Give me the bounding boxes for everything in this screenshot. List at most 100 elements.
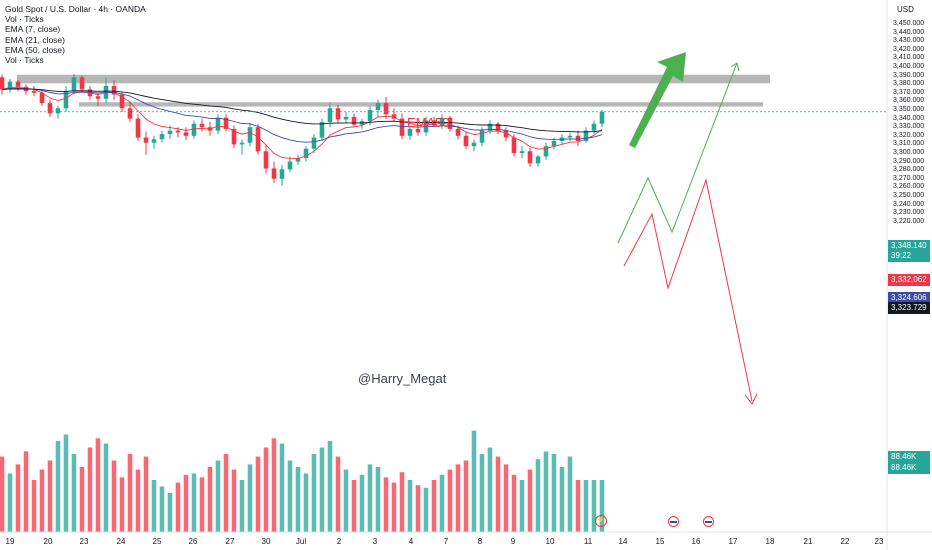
- candle-body: [239, 142, 245, 145]
- volume-bar: [215, 460, 221, 532]
- indicator-ema7[interactable]: EMA (7, close): [5, 24, 61, 35]
- author-watermark: @Harry_Megat: [358, 371, 447, 386]
- ema21-badge: 3,324.606: [888, 292, 930, 304]
- volume-bar: [263, 447, 269, 532]
- candle-body: [487, 123, 493, 131]
- candle-body: [71, 77, 77, 92]
- price-tick: 3,270.000: [893, 174, 925, 182]
- candle-body: [183, 132, 189, 136]
- indicator-vol[interactable]: Vol · Ticks: [5, 14, 44, 25]
- volume-bar: [39, 469, 45, 532]
- candle-body: [399, 118, 405, 136]
- indicator-vol-2[interactable]: Vol · Ticks: [5, 55, 44, 66]
- volume-bar: [567, 456, 573, 532]
- volume-bar: [55, 441, 61, 532]
- volume-bar: [375, 467, 381, 532]
- volume-bar: [591, 480, 597, 532]
- chart-legend: Gold Spot / U.S. Dollar · 4h · OANDA Vol…: [5, 4, 146, 65]
- price-tick: 3,420.000: [893, 45, 925, 53]
- indicator-ema50[interactable]: EMA (50, close): [5, 44, 65, 55]
- candle-body: [439, 117, 445, 126]
- time-tick: 21: [803, 537, 813, 546]
- time-tick: 4: [408, 537, 414, 546]
- price-tick: 3,390.000: [893, 71, 925, 79]
- time-tick: 3: [372, 537, 378, 546]
- bullish-arrowhead: [730, 62, 740, 72]
- candle-body: [287, 161, 293, 170]
- price-tick: 3,240.000: [893, 200, 925, 208]
- volume-bar: [319, 447, 325, 532]
- candle-body: [199, 123, 205, 128]
- candle-body: [551, 140, 557, 147]
- time-tick: Jul: [295, 537, 307, 546]
- volume-bar: [455, 464, 461, 532]
- volume-bar: [47, 460, 53, 532]
- volume-bar: [447, 469, 453, 532]
- volume-bar: [231, 469, 237, 532]
- time-tick: 24: [116, 537, 126, 546]
- volume-bar: [535, 459, 541, 532]
- candle-body: [447, 117, 453, 129]
- currency-label[interactable]: USD: [897, 5, 914, 14]
- volume-bar: [519, 480, 525, 532]
- volume-bar: [175, 482, 181, 532]
- volume-badge: 88.46K: [888, 451, 930, 463]
- candle-body: [527, 151, 533, 164]
- volume-bar: [79, 467, 85, 532]
- candle-body: [271, 168, 277, 179]
- volume-bar: [471, 430, 477, 532]
- us-flag-event-icon[interactable]: [703, 516, 714, 527]
- candle-body: [215, 117, 221, 131]
- candle-body: [95, 96, 101, 99]
- candle-body: [79, 77, 85, 90]
- candle-body: [143, 137, 149, 143]
- price-tick: 3,450.000: [893, 20, 925, 27]
- time-tick: 27: [225, 537, 235, 546]
- volume-bar: [383, 477, 389, 532]
- candle-body: [543, 146, 549, 157]
- price-tick: 3,400.000: [893, 63, 925, 70]
- time-tick: 11: [583, 537, 593, 546]
- indicator-ema21[interactable]: EMA (21, close): [5, 34, 65, 45]
- volume-bar: [559, 467, 565, 532]
- candle-body: [311, 137, 317, 149]
- time-tick: 2: [336, 537, 342, 546]
- candle-body: [335, 108, 341, 120]
- volume-bar: [135, 469, 141, 532]
- volume-bar: [599, 480, 605, 532]
- candle-body: [519, 151, 525, 153]
- volume-bar: [127, 454, 133, 532]
- volume-bar: [527, 469, 533, 532]
- candle-body: [495, 123, 501, 131]
- volume-bar: [95, 438, 101, 532]
- candle-body: [0, 77, 5, 90]
- price-tick: 3,430.000: [893, 37, 925, 45]
- price-tick: 3,340.000: [893, 114, 925, 122]
- volume-bar: [431, 480, 437, 532]
- volume-bar: [183, 474, 189, 532]
- price-tick: 3,370.000: [893, 88, 925, 96]
- volume-bar: [167, 493, 173, 532]
- volume-bar: [255, 456, 261, 532]
- candle-body: [279, 169, 285, 179]
- volume-bar: [143, 456, 149, 532]
- bar-countdown: 39:22: [891, 251, 912, 260]
- symbol-title[interactable]: Gold Spot / U.S. Dollar · 4h · OANDA: [5, 4, 146, 14]
- time-tick: 22: [840, 537, 850, 546]
- price-tick: 3,220.000: [893, 217, 925, 225]
- price-tick: 3,230.000: [893, 209, 925, 217]
- candle-body: [167, 130, 173, 135]
- ema-lines: [1, 86, 603, 159]
- bearish-projection-path: [623, 178, 753, 402]
- volume-bar: [543, 451, 549, 532]
- lightning-icon[interactable]: ⚡: [595, 515, 607, 527]
- volume-bar: [495, 456, 501, 532]
- candle-body: [599, 111, 605, 124]
- last-price-value: 3,348.140: [891, 241, 927, 250]
- price-tick: 3,440.000: [893, 28, 925, 36]
- ema50-annotation: EMA50: [407, 115, 450, 130]
- volume-bar: [503, 464, 509, 532]
- volume-bars: [0, 430, 605, 532]
- us-flag-event-icon[interactable]: [668, 516, 679, 527]
